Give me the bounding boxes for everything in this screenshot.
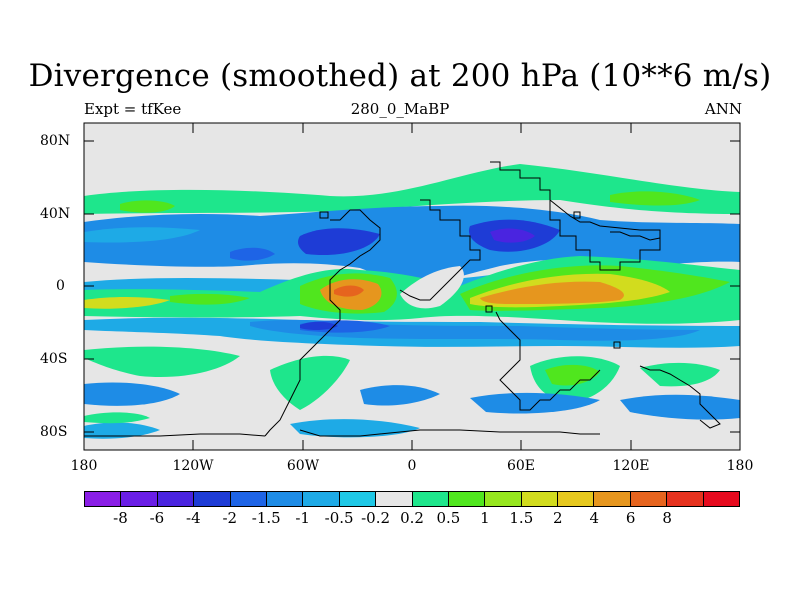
colorbar-swatch — [594, 492, 631, 506]
season-label: ANN — [704, 100, 742, 118]
colorbar-swatch — [121, 492, 158, 506]
y-tick-label: 0 — [56, 278, 65, 294]
y-tick-label: 40N — [40, 206, 71, 222]
colorbar-label: 6 — [625, 509, 636, 527]
colorbar-swatch — [376, 492, 413, 506]
colorbar-swatch — [630, 492, 668, 506]
contour-south-blue-3 — [470, 392, 600, 414]
contour-south-green-2 — [270, 355, 350, 410]
contour-tropics-darkorange-west — [334, 285, 364, 297]
colorbar-label: -0.2 — [361, 509, 391, 527]
colorbar-label: -1 — [295, 509, 310, 527]
colorbar-label: 1 — [480, 509, 490, 527]
coastlines — [84, 161, 721, 437]
y-tick-label: 80N — [40, 133, 71, 149]
contour-field — [84, 164, 740, 439]
colorbar-label: -6 — [149, 509, 165, 527]
contour-tropics-green-west — [170, 293, 250, 305]
y-tick-label: 40S — [40, 351, 68, 367]
colorbar-swatch — [157, 492, 195, 506]
colorbar-swatch — [230, 492, 267, 506]
y-tick-label: 80S — [40, 424, 68, 440]
experiment-label: Expt = tfKee — [84, 100, 182, 118]
contour-south-green-7 — [84, 412, 150, 424]
contour-north-green — [84, 164, 740, 214]
contour-south-green-4 — [640, 362, 720, 387]
colorbar-labels: -8 -6 -4 -2 -1.5 -1 -0.5 -0.2 0.2 0.5 1 1.5 2 4 6 8 — [84, 509, 740, 529]
colorbar-swatch — [339, 492, 377, 506]
x-tick-label: 180 — [70, 458, 98, 474]
contour-north-green-east — [610, 191, 700, 206]
colorbar-label: 0.2 — [400, 509, 424, 527]
tick-marks — [84, 123, 740, 450]
colorbar-label: -2 — [222, 509, 238, 527]
colorbar-swatch — [521, 492, 559, 506]
contour-asia-green — [470, 172, 520, 189]
colorbar-swatch — [303, 492, 340, 506]
colorbar-swatch — [412, 492, 449, 506]
colorbar-swatch — [558, 492, 595, 506]
x-tick-label: 60E — [506, 458, 536, 474]
colorbar-swatch — [266, 492, 304, 506]
contour-south-blue-1 — [84, 382, 180, 406]
x-tick-label: 60W — [286, 458, 320, 474]
contour-north-green-blob — [120, 200, 175, 213]
colorbar-label: -8 — [113, 509, 128, 527]
contour-nh-blue — [84, 205, 740, 290]
x-tick-label: 120E — [612, 458, 650, 474]
colorbar-label: 8 — [662, 509, 672, 527]
contour-nh-darkblue-west — [298, 228, 380, 256]
map-title: Divergence (smoothed) at 200 hPa (10**6 … — [28, 58, 772, 94]
colorbar-swatch — [85, 492, 122, 506]
x-tick-label: 180 — [726, 458, 754, 474]
colorbar-label: -1.5 — [251, 509, 281, 527]
contour-south-blue-2 — [360, 385, 440, 406]
colorbar-label: -0.5 — [324, 509, 354, 527]
colorbar-swatch — [703, 492, 740, 506]
contour-nh-core — [490, 228, 535, 243]
contour-south-green-1 — [84, 346, 240, 378]
contour-south-cyan-6 — [84, 422, 160, 439]
colorbar-label: 1.5 — [509, 509, 534, 527]
case-label: 280_0_MaBP — [350, 100, 450, 118]
colorbar-swatch — [448, 492, 486, 506]
colorbar-label: 0.5 — [436, 509, 461, 527]
x-tick-label: 0 — [407, 458, 417, 474]
colorbar-label: 4 — [589, 509, 599, 527]
contour-nh-blue-mid — [230, 247, 275, 261]
contour-nh-cyan — [84, 227, 200, 243]
colorbar-swatch — [485, 492, 522, 506]
colorbar-label: -4 — [186, 509, 201, 527]
colorbar-label: 2 — [552, 509, 563, 527]
colorbar — [84, 491, 740, 507]
x-tick-label: 120W — [172, 458, 214, 474]
colorbar-swatch — [194, 492, 231, 506]
contour-tropics-gap — [400, 266, 464, 309]
colorbar-swatch — [667, 492, 704, 506]
contour-tropics-yellow-west — [84, 297, 170, 309]
contour-tropics-orange-east — [480, 281, 624, 304]
contour-sh-darkblue — [300, 321, 338, 331]
